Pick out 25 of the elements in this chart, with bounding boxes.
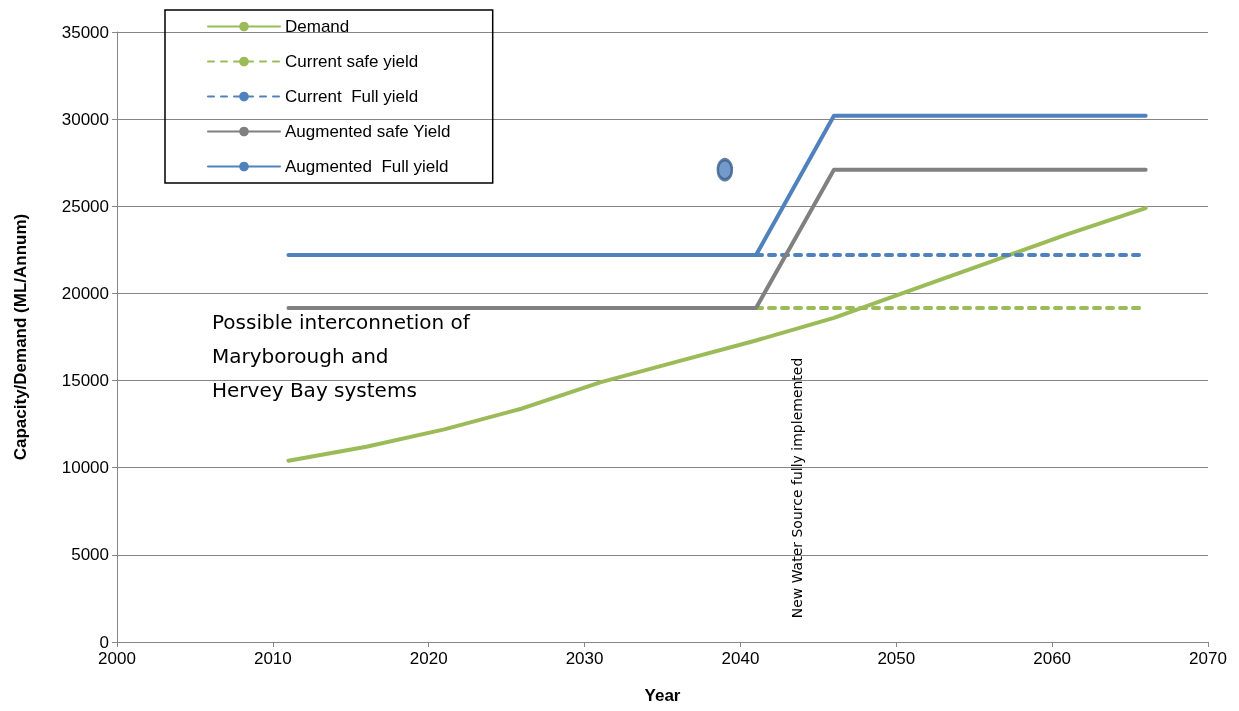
y-axis-title: Capacity/Demand (ML/Annum) [11,213,30,461]
legend-label: Augmented Full yield [285,157,449,176]
legend-label: Demand [285,17,350,36]
x-tick-label: 2060 [1033,649,1072,668]
x-axis-title: Year [644,686,681,705]
y-tick-label: 30000 [61,109,109,129]
x-tick-label: 2010 [253,649,292,668]
x-tick-label: 2040 [721,649,760,668]
annotation: Possible interconnetion of Maryborough and Hervey Bay systems [212,310,471,402]
y-tick-label: 15000 [61,371,109,391]
x-tick-label: 2070 [1189,649,1227,668]
x-tick-label: 2050 [877,649,916,668]
y-tick-label: 5000 [71,545,109,565]
y-tick-label: 25000 [61,196,109,216]
y-tick-label: 20000 [61,283,109,303]
x-tick-label: 2000 [98,649,136,668]
annotation: New Water Source fully implemented [789,357,805,619]
legend-label: Current Full yield [285,87,419,106]
x-tick-label: 2030 [565,649,604,668]
legend-label: Current safe yield [285,52,419,71]
y-tick-label: 35000 [61,22,109,42]
legend-label: Augmented safe Yield [285,122,451,141]
y-tick-label: 10000 [61,458,109,478]
x-tick-label: 2020 [409,649,448,668]
y-tick-label: 0 [99,632,109,652]
